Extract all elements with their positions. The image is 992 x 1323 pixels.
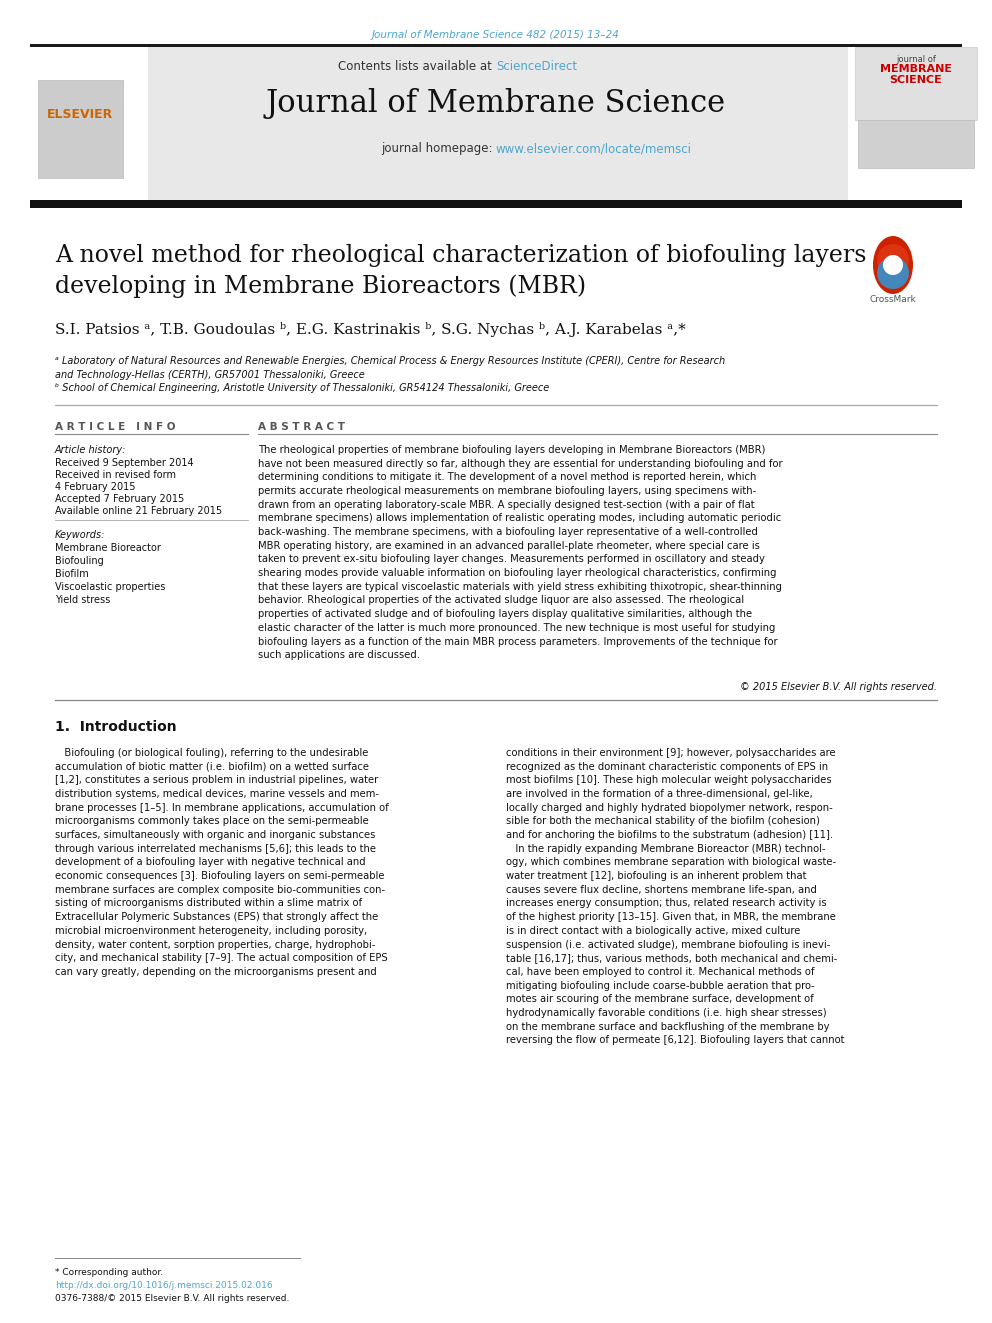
Text: ᵇ School of Chemical Engineering, Aristotle University of Thessaloniki, GR54124 : ᵇ School of Chemical Engineering, Aristo… — [55, 382, 550, 393]
Text: Membrane Bioreactor: Membrane Bioreactor — [55, 542, 161, 553]
Ellipse shape — [877, 243, 909, 277]
Bar — [848, 48, 982, 200]
Text: Viscoelastic properties: Viscoelastic properties — [55, 582, 166, 591]
Text: CrossMark: CrossMark — [870, 295, 917, 304]
Text: S.I. Patsios ᵃ, T.B. Goudoulas ᵇ, E.G. Kastrinakis ᵇ, S.G. Nychas ᵇ, A.J. Karabe: S.I. Patsios ᵃ, T.B. Goudoulas ᵇ, E.G. K… — [55, 321, 685, 337]
Bar — [148, 48, 848, 200]
Bar — [30, 48, 148, 200]
Text: SCIENCE: SCIENCE — [890, 75, 942, 85]
Text: A B S T R A C T: A B S T R A C T — [258, 422, 345, 433]
Text: Journal of Membrane Science: Journal of Membrane Science — [266, 89, 726, 119]
Text: Biofilm: Biofilm — [55, 569, 88, 579]
Text: Received in revised form: Received in revised form — [55, 470, 176, 480]
Bar — [38, 79, 123, 179]
Text: ᵃ Laboratory of Natural Resources and Renewable Energies, Chemical Process & Ene: ᵃ Laboratory of Natural Resources and Re… — [55, 356, 725, 380]
Text: Biofouling: Biofouling — [55, 556, 104, 566]
Ellipse shape — [883, 255, 903, 275]
Text: Biofouling (or biological fouling), referring to the undesirable
accumulation of: Biofouling (or biological fouling), refe… — [55, 747, 389, 976]
Text: A R T I C L E   I N F O: A R T I C L E I N F O — [55, 422, 176, 433]
Text: * Corresponding author.: * Corresponding author. — [55, 1267, 163, 1277]
Bar — [855, 48, 977, 120]
Text: MEMBRANE: MEMBRANE — [880, 64, 952, 74]
Text: journal of: journal of — [896, 56, 935, 64]
Text: © 2015 Elsevier B.V. All rights reserved.: © 2015 Elsevier B.V. All rights reserved… — [740, 681, 937, 692]
Text: Journal of Membrane Science 482 (2015) 13–24: Journal of Membrane Science 482 (2015) 1… — [372, 30, 620, 40]
Text: Available online 21 February 2015: Available online 21 February 2015 — [55, 505, 222, 516]
Bar — [858, 120, 974, 168]
Text: 1.  Introduction: 1. Introduction — [55, 720, 177, 734]
Text: Contents lists available at: Contents lists available at — [338, 60, 496, 73]
Text: A novel method for rheological characterization of biofouling layers
developing : A novel method for rheological character… — [55, 243, 866, 298]
Text: 0376-7388/© 2015 Elsevier B.V. All rights reserved.: 0376-7388/© 2015 Elsevier B.V. All right… — [55, 1294, 290, 1303]
Text: The rheological properties of membrane biofouling layers developing in Membrane : The rheological properties of membrane b… — [258, 445, 783, 660]
Text: www.elsevier.com/locate/memsci: www.elsevier.com/locate/memsci — [496, 142, 692, 155]
Bar — [30, 200, 962, 208]
Text: Article history:: Article history: — [55, 445, 126, 455]
Bar — [30, 44, 962, 48]
Ellipse shape — [873, 235, 913, 294]
Text: ScienceDirect: ScienceDirect — [496, 60, 577, 73]
Text: journal homepage:: journal homepage: — [381, 142, 496, 155]
Text: Yield stress: Yield stress — [55, 595, 110, 605]
Text: Keywords:: Keywords: — [55, 531, 105, 540]
Text: ELSEVIER: ELSEVIER — [47, 108, 113, 120]
Ellipse shape — [877, 257, 909, 288]
Text: Received 9 September 2014: Received 9 September 2014 — [55, 458, 193, 468]
Text: conditions in their environment [9]; however, polysaccharides are
recognized as : conditions in their environment [9]; how… — [506, 747, 844, 1045]
Text: 4 February 2015: 4 February 2015 — [55, 482, 136, 492]
Text: http://dx.doi.org/10.1016/j.memsci.2015.02.016: http://dx.doi.org/10.1016/j.memsci.2015.… — [55, 1281, 273, 1290]
Text: Accepted 7 February 2015: Accepted 7 February 2015 — [55, 493, 185, 504]
